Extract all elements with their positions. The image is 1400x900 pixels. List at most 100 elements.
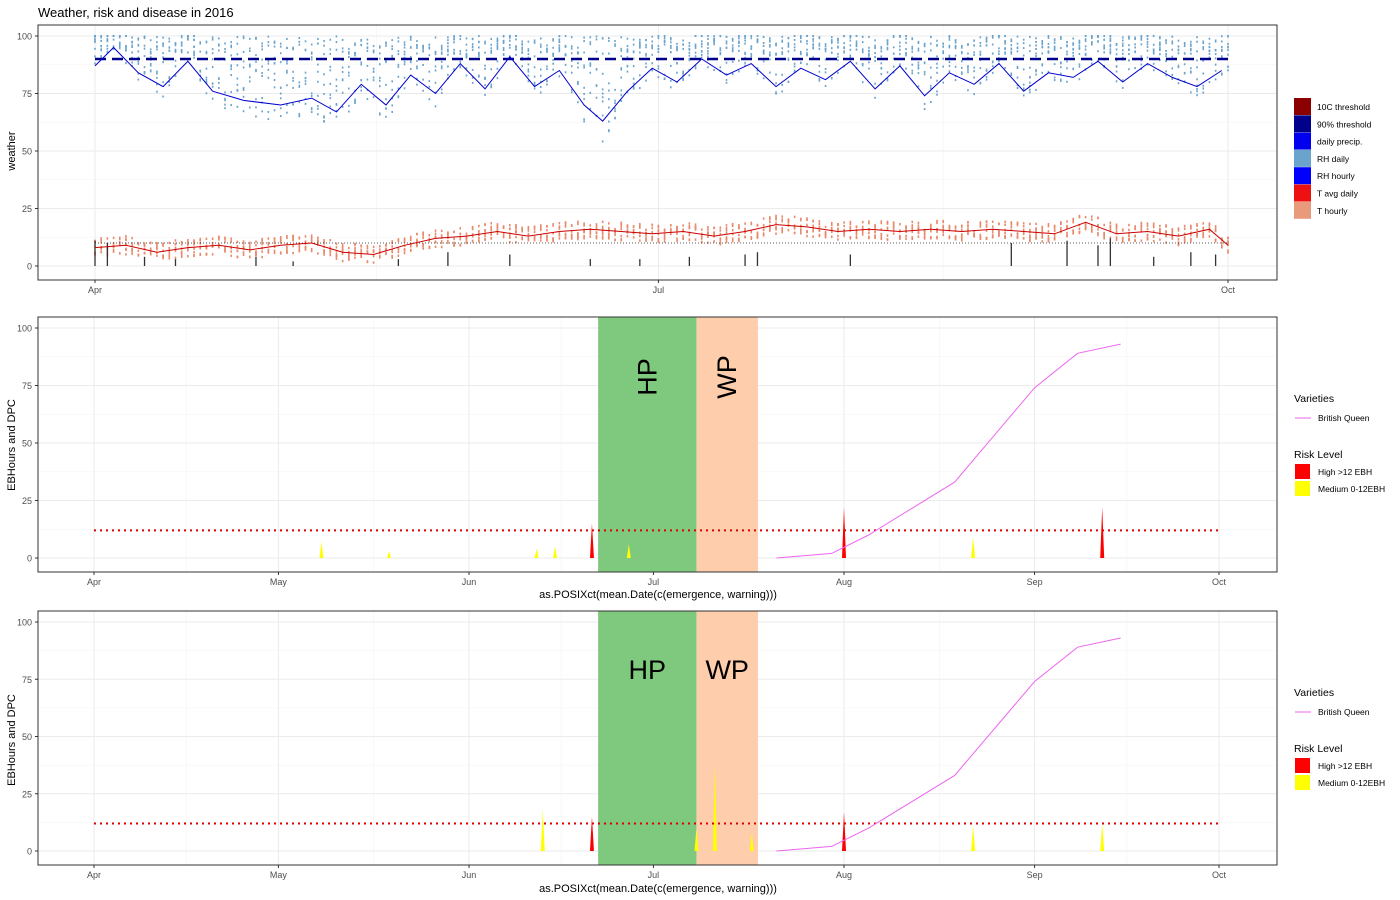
rh-hourly-point	[422, 50, 424, 53]
rh-hourly-point	[911, 69, 914, 72]
t-hourly-point	[378, 254, 381, 258]
t-hourly-point	[577, 222, 579, 226]
band-label: HP	[629, 655, 667, 685]
t-hourly-point	[1140, 221, 1143, 225]
rh-hourly-point	[657, 35, 660, 37]
rh-hourly-point	[403, 50, 406, 53]
rh-hourly-point	[948, 61, 951, 64]
rh-hourly-point	[861, 49, 864, 52]
rh-hourly-point	[1004, 52, 1006, 55]
rh-hourly-point	[156, 72, 158, 75]
rh-hourly-point	[459, 60, 462, 63]
rh-hourly-point	[868, 50, 870, 53]
rh-hourly-point	[632, 87, 635, 90]
rh-hourly-point	[440, 48, 443, 51]
rh-hourly-point	[261, 65, 263, 68]
rh-hourly-point	[255, 60, 257, 63]
rh-hourly-point	[775, 42, 777, 45]
rh-hourly-point	[527, 53, 530, 56]
rh-hourly-point	[242, 110, 245, 113]
rh-hourly-point	[558, 35, 561, 37]
rh-hourly-point	[143, 72, 146, 75]
rh-hourly-point	[713, 39, 715, 42]
rh-hourly-point	[335, 48, 338, 51]
t-hourly-point	[162, 244, 164, 247]
rh-hourly-point	[1202, 87, 1205, 90]
rh-hourly-point	[143, 71, 146, 74]
rh-hourly-point	[273, 78, 276, 81]
rh-hourly-point	[298, 101, 301, 104]
rh-hourly-point	[335, 78, 338, 81]
rh-hourly-point	[676, 48, 678, 51]
rh-hourly-point	[224, 91, 226, 94]
rh-hourly-point	[1196, 94, 1198, 97]
t-hourly-point	[824, 231, 827, 235]
rh-hourly-point	[669, 64, 672, 67]
rh-hourly-point	[360, 38, 363, 41]
rh-hourly-point	[286, 104, 288, 107]
t-hourly-point	[168, 257, 171, 260]
rh-hourly-point	[793, 46, 796, 49]
t-hourly-point	[756, 231, 759, 234]
rh-hourly-point	[292, 57, 294, 60]
rh-hourly-point	[669, 79, 672, 82]
rh-hourly-point	[762, 36, 765, 39]
rh-hourly-point	[700, 42, 703, 45]
t-hourly-point	[1016, 223, 1019, 227]
rh-hourly-point	[601, 88, 604, 91]
t-hourly-point	[564, 232, 567, 236]
t-hourly-point	[143, 252, 146, 255]
x-tick-label: Jun	[462, 870, 477, 880]
rh-hourly-point	[459, 66, 462, 69]
rh-hourly-point	[707, 43, 709, 46]
rh-hourly-point	[967, 65, 969, 68]
rh-hourly-point	[230, 65, 233, 68]
rh-hourly-point	[261, 48, 263, 51]
y-tick-label: 50	[22, 147, 32, 157]
rh-hourly-point	[1159, 37, 1161, 40]
legend-key	[1295, 775, 1310, 790]
rh-hourly-point	[174, 74, 177, 77]
t-hourly-point	[156, 254, 158, 257]
t-hourly-point	[682, 224, 684, 227]
t-hourly-point	[323, 251, 325, 254]
rh-hourly-point	[669, 41, 672, 44]
rh-hourly-point	[812, 46, 814, 49]
rh-hourly-point	[100, 35, 102, 37]
rh-hourly-point	[1047, 35, 1050, 37]
rh-hourly-point	[657, 45, 660, 48]
rh-hourly-point	[608, 37, 610, 40]
rh-hourly-point	[892, 65, 895, 68]
t-hourly-point	[453, 237, 455, 241]
rh-hourly-point	[397, 53, 400, 56]
rh-hourly-point	[1090, 40, 1093, 43]
rh-hourly-point	[979, 53, 982, 56]
rh-hourly-point	[973, 39, 975, 42]
rh-hourly-point	[539, 85, 542, 88]
rh-hourly-point	[168, 76, 171, 79]
rh-hourly-point	[230, 41, 233, 44]
t-hourly-point	[372, 254, 375, 258]
rh-hourly-point	[837, 41, 839, 44]
rh-hourly-point	[478, 46, 480, 49]
t-hourly-point	[1196, 224, 1198, 227]
t-hourly-point	[348, 246, 350, 250]
t-hourly-point	[527, 232, 530, 236]
t-hourly-point	[991, 234, 994, 237]
rh-hourly-point	[1041, 52, 1044, 55]
t-hourly-point	[1016, 222, 1019, 225]
rh-hourly-point	[447, 73, 449, 76]
rh-hourly-point	[756, 38, 759, 41]
t-hourly-point	[1053, 225, 1056, 228]
rh-hourly-point	[1047, 70, 1050, 73]
rh-hourly-point	[131, 36, 133, 39]
rh-hourly-point	[416, 46, 418, 49]
t-hourly-point	[812, 229, 814, 232]
rh-hourly-point	[1140, 37, 1143, 40]
rh-hourly-point	[236, 105, 239, 108]
t-hourly-point	[917, 226, 920, 230]
rh-hourly-point	[942, 50, 945, 53]
t-hourly-point	[261, 242, 263, 246]
rh-hourly-point	[676, 45, 678, 48]
